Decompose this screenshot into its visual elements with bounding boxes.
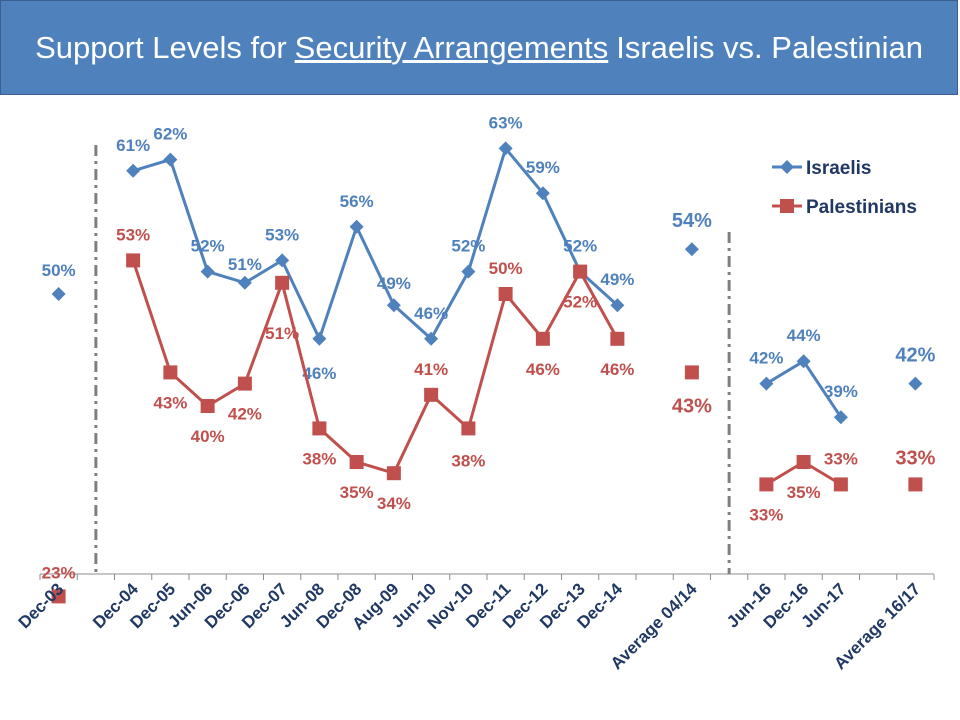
palestinians-data-label: 42%: [228, 405, 262, 424]
palestinians-point: [237, 376, 252, 391]
israelis-point: [51, 287, 66, 301]
israelis-data-label: 49%: [600, 270, 634, 289]
palestinians-data-label: 33%: [824, 449, 858, 468]
israelis-point: [386, 298, 401, 313]
israelis-point: [759, 376, 774, 391]
israelis-point: [163, 152, 178, 167]
legend-label: Israelis: [806, 158, 872, 179]
israelis-data-label: 61%: [116, 136, 150, 155]
x-tick-label: Dec-03: [15, 579, 68, 632]
palestinians-point: [461, 421, 476, 436]
israelis-data-label: 42%: [749, 349, 783, 368]
israelis-data-label: 52%: [451, 237, 485, 256]
legend-marker-square: [780, 199, 794, 213]
palestinians-data-label: 41%: [414, 360, 448, 379]
israelis-point: [349, 219, 364, 234]
palestinians-data-label: 50%: [489, 259, 523, 278]
palestinians-point: [51, 589, 66, 604]
israelis-data-label: 59%: [526, 158, 560, 177]
israelis-data-label: 42%: [895, 345, 935, 367]
israelis-point: [424, 331, 439, 346]
israelis-data-label: 50%: [42, 261, 76, 280]
israelis-line: [132, 146, 619, 341]
israelis-data-label: 52%: [563, 237, 597, 256]
palestinians-data-label: 23%: [42, 563, 76, 582]
title-part-1: Support Levels for: [35, 29, 287, 65]
palestinians-point: [610, 331, 625, 346]
palestinians-point: [275, 275, 290, 290]
israelis-point: [312, 331, 327, 346]
palestinians-point: [833, 477, 848, 492]
palestinians-point: [312, 421, 327, 436]
palestinians-point: [126, 253, 141, 268]
israelis-point: [908, 376, 923, 391]
israelis-data-label: 49%: [377, 274, 411, 293]
israelis-data-label: 39%: [824, 382, 858, 401]
israelis-data-label: 62%: [153, 125, 187, 144]
israelis-point: [796, 354, 811, 369]
israelis-data-label: 63%: [489, 113, 523, 132]
israelis-data-label: 53%: [265, 225, 299, 244]
palestinians-point: [498, 287, 513, 301]
palestinians-data-label: 40%: [191, 427, 225, 446]
israelis-point: [535, 186, 550, 201]
legend-marker-diamond: [780, 160, 794, 174]
palestinians-point: [759, 477, 774, 492]
israelis-data-label: 52%: [191, 237, 225, 256]
israelis-point: [461, 264, 476, 279]
israelis-point: [833, 410, 848, 425]
palestinians-data-label: 43%: [672, 395, 712, 417]
palestinians-data-label: 33%: [749, 505, 783, 524]
israelis-point: [200, 264, 215, 279]
palestinians-point: [684, 365, 699, 380]
israelis-data-label: 46%: [302, 364, 336, 383]
palestinians-data-label: 35%: [787, 483, 821, 502]
title-part-2: Israelis vs. Palestinian: [616, 29, 923, 65]
legend-label: Palestinians: [806, 197, 917, 218]
palestinians-data-label: 51%: [265, 324, 299, 343]
palestinians-data-label: 43%: [153, 393, 187, 412]
palestinians-data-label: 46%: [600, 360, 634, 379]
chart-title: Support Levels for Security Arrangements…: [0, 0, 958, 95]
palestinians-data-label: 33%: [895, 447, 935, 469]
israelis-point: [498, 141, 513, 156]
palestinians-point: [163, 365, 178, 380]
israelis-point: [610, 298, 625, 313]
palestinians-point: [573, 264, 588, 279]
palestinians-data-label: 53%: [116, 225, 150, 244]
israelis-data-label: 54%: [672, 210, 712, 232]
israelis-data-label: 51%: [228, 255, 262, 274]
palestinians-data-label: 34%: [377, 494, 411, 513]
israelis-point: [275, 253, 290, 268]
israelis-point: [126, 163, 141, 178]
palestinians-point: [424, 387, 439, 402]
israelis-data-label: 44%: [787, 326, 821, 345]
palestinians-data-label: 52%: [563, 293, 597, 312]
israelis-point: [237, 275, 252, 290]
israelis-data-label: 46%: [414, 304, 448, 323]
israelis-point: [684, 242, 699, 257]
palestinians-point: [535, 331, 550, 346]
palestinians-point: [349, 455, 364, 469]
palestinians-data-label: 38%: [302, 449, 336, 468]
israelis-data-label: 56%: [340, 192, 374, 211]
palestinians-data-label: 38%: [451, 451, 485, 470]
palestinians-data-label: 35%: [340, 483, 374, 502]
palestinians-point: [386, 466, 401, 481]
palestinians-point: [908, 477, 923, 492]
title-underlined-part: Security Arrangements: [294, 29, 609, 65]
palestinians-point: [796, 455, 811, 469]
palestinians-point: [200, 399, 215, 413]
palestinians-data-label: 46%: [526, 360, 560, 379]
